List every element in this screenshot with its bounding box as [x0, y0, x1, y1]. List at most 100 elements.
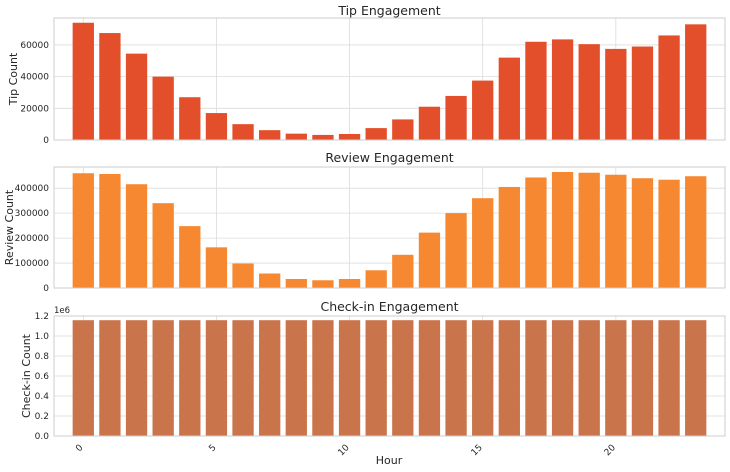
review-engagement-bar: [578, 172, 600, 288]
check-in-engagement-y-axis-label: Check-in Count: [20, 333, 33, 418]
check-in-engagement-y-tick-label: 1.0: [35, 332, 50, 342]
review-engagement-bar: [72, 173, 94, 288]
tip-engagement-bar: [179, 97, 201, 140]
check-in-engagement-x-tick-label: 10: [337, 443, 352, 458]
check-in-engagement-bar: [232, 320, 254, 436]
review-engagement-frame: [53, 166, 726, 289]
check-in-engagement-x-tick-label: 15: [470, 443, 485, 458]
check-in-engagement-bar: [285, 320, 307, 436]
check-in-engagement-bar: [125, 320, 148, 436]
x-axis-label: Hour: [376, 454, 403, 467]
check-in-engagement-bar: [578, 320, 600, 436]
check-in-engagement-bar: [259, 320, 281, 436]
tip-engagement-bar: [445, 95, 467, 140]
check-in-engagement-bar: [472, 320, 494, 436]
review-engagement-bar: [99, 173, 121, 288]
check-in-engagement-bar: [338, 320, 361, 436]
review-engagement-bar: [525, 177, 547, 288]
check-in-engagement-bar: [365, 320, 387, 436]
tip-engagement-bar: [472, 80, 494, 140]
tip-engagement-y-tick-label: 0: [43, 136, 49, 146]
review-engagement-y-tick-label: 400000: [15, 184, 50, 194]
tip-engagement-bar: [205, 113, 228, 140]
check-in-engagement-bar: [72, 320, 94, 436]
review-engagement-bar: [498, 186, 520, 288]
check-in-engagement-bar: [525, 320, 547, 436]
tip-engagement-bar: [259, 130, 281, 140]
checkin-engagement-panel: 0.0 0.2 0.4 0.6 0.8 1.0 1.2 Check-in Engagement…: [20, 299, 726, 458]
check-in-engagement-y-tick-label: 0.4: [35, 392, 50, 402]
check-in-engagement-bar: [685, 320, 707, 436]
check-in-engagement-x-tick-label: 20: [603, 443, 618, 458]
tip-engagement-bar: [578, 44, 600, 141]
check-in-engagement-bar: [658, 320, 680, 436]
check-in-engagement-offset-text: 1e6: [54, 306, 70, 316]
review-engagement-title: Review Engagement: [325, 150, 453, 165]
review-engagement-bar: [418, 232, 441, 288]
check-in-engagement-y-tick-label: 0.6: [35, 372, 50, 382]
review-engagement-bar: [179, 226, 201, 288]
review-engagement-bar: [551, 171, 574, 288]
check-in-engagement-bar: [392, 320, 414, 436]
tip-engagement-panel: 0 20000 40000 60000 Tip Engagement Tip Count: [7, 3, 726, 146]
check-in-engagement-y-tick-label: 0.2: [35, 412, 49, 422]
review-engagement-bar: [285, 279, 307, 288]
review-engagement-bar: [205, 247, 228, 288]
tip-engagement-y-tick-label: 60000: [20, 41, 49, 51]
check-in-engagement-x-tick-label: 5: [207, 443, 218, 454]
review-engagement-y-tick-label: 200000: [15, 234, 50, 244]
tip-engagement-frame: [53, 17, 726, 141]
check-in-engagement-bar: [551, 320, 574, 436]
tip-engagement-bar: [152, 76, 174, 140]
check-in-engagement-bar: [631, 320, 654, 436]
tip-engagement-y-tick-label: 40000: [20, 73, 49, 83]
check-in-engagement-bar: [179, 320, 201, 436]
tip-engagement-bar: [525, 41, 547, 140]
tip-engagement-bar: [498, 57, 520, 140]
tip-engagement-bar: [99, 33, 121, 140]
tip-engagement-title: Tip Engagement: [337, 3, 440, 18]
tip-engagement-bar: [338, 133, 361, 140]
review-engagement-bar: [152, 203, 174, 288]
check-in-engagement-bar: [205, 320, 228, 436]
review-engagement-y-axis-label: Review Count: [3, 189, 16, 265]
check-in-engagement-title: Check-in Engagement: [320, 299, 458, 314]
check-in-engagement-bar: [312, 320, 334, 436]
check-in-engagement-bar: [152, 320, 174, 436]
review-engagement-bar: [685, 176, 707, 288]
tip-engagement-bar: [631, 46, 654, 140]
tip-engagement-y-axis-label: Tip Count: [7, 52, 20, 106]
review-engagement-bar: [232, 263, 254, 288]
check-in-engagement-frame: [53, 315, 726, 437]
check-in-engagement-y-tick-label: 0.0: [35, 432, 50, 442]
check-in-engagement-bar: [418, 320, 441, 436]
check-in-engagement-y-tick-label: 0.8: [35, 352, 50, 362]
review-engagement-bar: [365, 270, 387, 288]
tip-engagement-bar: [285, 133, 307, 140]
review-engagement-bar: [392, 254, 414, 288]
check-in-engagement-bar: [99, 320, 121, 436]
tip-engagement-bar: [312, 134, 334, 140]
tip-engagement-bar: [658, 35, 680, 140]
check-in-engagement-bar: [498, 320, 520, 436]
review-engagement-bar: [125, 184, 148, 288]
review-engagement-panel: 0 100000 200000 300000 400000 Review Engageme…: [3, 150, 726, 294]
review-engagement-bar: [605, 174, 627, 288]
review-engagement-bar: [312, 280, 334, 288]
review-engagement-y-tick-label: 100000: [15, 259, 50, 269]
review-engagement-y-tick-label: 300000: [15, 209, 50, 219]
review-engagement-bar: [445, 213, 467, 288]
tip-engagement-bar: [551, 39, 574, 140]
review-engagement-bar: [658, 179, 680, 288]
tip-engagement-bar: [392, 119, 414, 140]
check-in-engagement-bar: [445, 320, 467, 436]
tip-engagement-bar: [365, 128, 387, 140]
tip-engagement-bar: [685, 24, 707, 140]
review-engagement-y-tick-label: 0: [43, 284, 49, 294]
review-engagement-bar: [259, 273, 281, 288]
tip-engagement-bar: [418, 106, 441, 140]
tip-engagement-bar: [232, 124, 254, 140]
tip-engagement-bar: [72, 22, 94, 140]
tip-engagement-bar: [125, 53, 148, 140]
